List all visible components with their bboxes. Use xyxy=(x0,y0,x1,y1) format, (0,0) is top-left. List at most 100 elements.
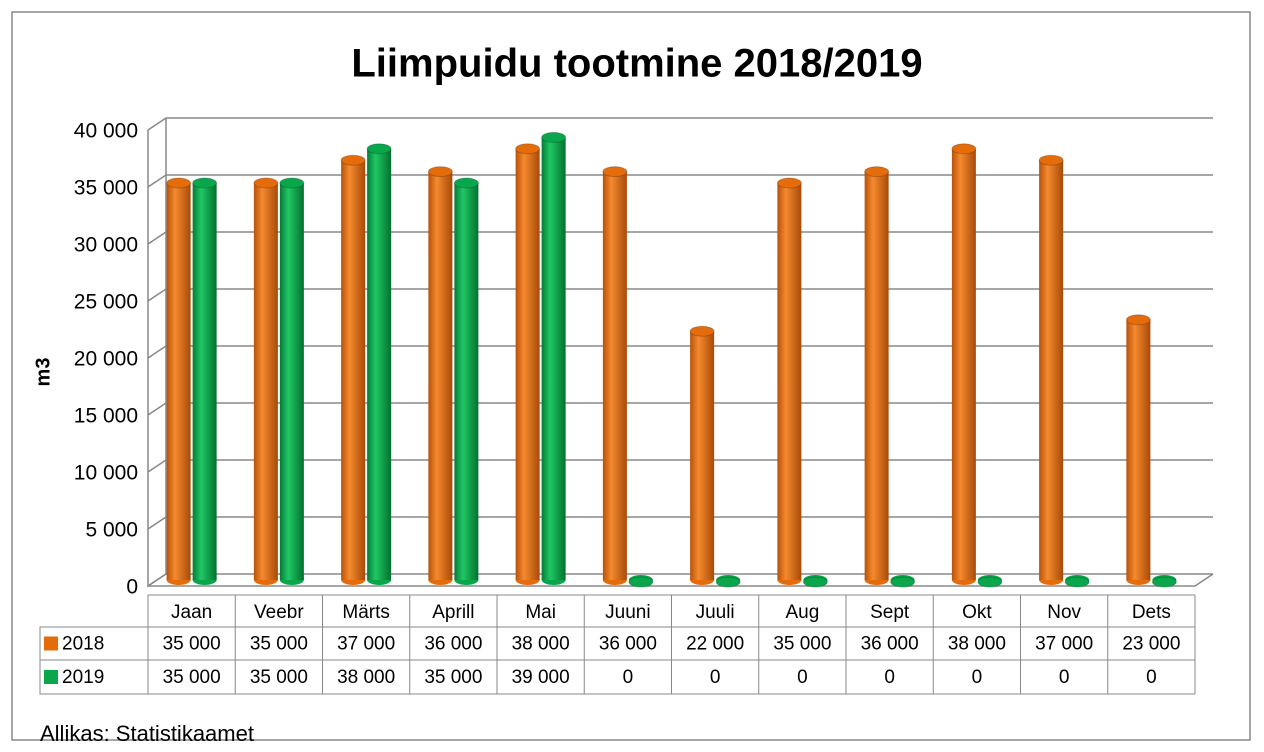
bar xyxy=(428,171,453,580)
y-tick-label: 30 000 xyxy=(74,234,138,257)
x-tick-label: Märts xyxy=(342,602,390,623)
bar xyxy=(1039,160,1064,580)
chart-title: Liimpuidu tootmine 2018/2019 xyxy=(351,42,922,86)
bar-top xyxy=(453,177,479,189)
grid-line xyxy=(147,117,1213,131)
bar-top xyxy=(628,576,654,588)
bar xyxy=(454,183,479,580)
table-value: 36 000 xyxy=(599,634,657,655)
table-value: 39 000 xyxy=(512,667,570,688)
bar xyxy=(367,148,392,581)
table-value: 0 xyxy=(710,667,721,688)
x-tick-label: Mai xyxy=(525,602,556,623)
table-value: 23 000 xyxy=(1122,634,1180,655)
bar-top xyxy=(1038,154,1064,166)
bar-top xyxy=(689,325,715,337)
table-value: 38 000 xyxy=(948,634,1006,655)
y-tick-label: 5 000 xyxy=(85,519,138,542)
y-tick-label: 35 000 xyxy=(74,177,138,200)
table-value: 35 000 xyxy=(250,667,308,688)
grid-line xyxy=(147,345,1213,359)
table-value: 0 xyxy=(1059,667,1070,688)
bar xyxy=(341,160,366,580)
bar-top xyxy=(715,576,741,588)
grid-line xyxy=(147,288,1213,302)
bar xyxy=(602,171,627,580)
bar-top xyxy=(1064,576,1090,588)
table-value: 35 000 xyxy=(163,634,221,655)
bar xyxy=(864,171,889,580)
bar-top xyxy=(515,143,541,155)
x-tick-label: Aprill xyxy=(432,602,474,623)
x-tick-label: Jaan xyxy=(171,602,212,623)
bar xyxy=(1126,319,1151,580)
bar-top xyxy=(279,177,305,189)
bar xyxy=(166,183,191,580)
grid-line xyxy=(147,402,1213,416)
legend-label: 2019 xyxy=(62,667,104,688)
table-value: 0 xyxy=(797,667,808,688)
bar-top xyxy=(802,576,828,588)
x-tick-label: Okt xyxy=(962,602,992,623)
table-value: 35 000 xyxy=(773,634,831,655)
legend-swatch xyxy=(44,670,58,684)
y-axis-title: m3 xyxy=(32,358,54,387)
bar-top xyxy=(977,576,1003,588)
grid-line xyxy=(147,516,1213,530)
x-tick-label: Juuni xyxy=(605,602,650,623)
bar-top xyxy=(166,177,192,189)
table-value: 35 000 xyxy=(424,667,482,688)
bar-top xyxy=(776,177,802,189)
bar-top xyxy=(1151,576,1177,588)
source: Allikas: Statistikaamet xyxy=(40,721,254,746)
grid-line xyxy=(147,231,1213,245)
table-value: 35 000 xyxy=(163,667,221,688)
bar-top xyxy=(192,177,218,189)
grid-line xyxy=(147,459,1213,473)
bar xyxy=(279,183,304,580)
bar xyxy=(541,137,566,580)
x-tick-label: Nov xyxy=(1047,602,1081,623)
bar xyxy=(515,148,540,581)
bar xyxy=(951,148,976,581)
bar-top xyxy=(1125,314,1151,326)
table-value: 37 000 xyxy=(337,634,395,655)
bar-top xyxy=(541,131,567,143)
table-value: 22 000 xyxy=(686,634,744,655)
table-value: 36 000 xyxy=(861,634,919,655)
legend-swatch xyxy=(44,636,58,651)
bar-top xyxy=(890,576,916,588)
table-value: 38 000 xyxy=(512,634,570,655)
y-tick-label: 40 000 xyxy=(74,120,138,143)
bar-top xyxy=(253,177,279,189)
table-value: 0 xyxy=(884,667,895,688)
y-tick-label: 0 xyxy=(126,576,138,599)
legend-label: 2018 xyxy=(62,634,104,655)
y-tick-label: 25 000 xyxy=(74,291,138,314)
bar-top xyxy=(366,143,392,155)
floor xyxy=(148,573,1214,587)
bar-top xyxy=(602,166,628,178)
x-tick-label: Aug xyxy=(785,602,819,623)
x-tick-label: Sept xyxy=(870,602,910,623)
x-tick-label: Juuli xyxy=(696,602,735,623)
grid-line xyxy=(147,573,1213,587)
table-value: 0 xyxy=(1146,667,1157,688)
bar-top xyxy=(340,154,366,166)
y-tick-label: 15 000 xyxy=(74,405,138,428)
table-value: 0 xyxy=(972,667,983,688)
bar xyxy=(690,331,715,580)
grid-line xyxy=(147,174,1213,188)
table-value: 36 000 xyxy=(424,634,482,655)
x-tick-label: Dets xyxy=(1132,602,1171,623)
bar-top xyxy=(951,143,977,155)
table-value: 0 xyxy=(623,667,634,688)
bar xyxy=(192,183,217,580)
table-value: 37 000 xyxy=(1035,634,1093,655)
table-value: 35 000 xyxy=(250,634,308,655)
x-tick-label: Veebr xyxy=(254,602,304,623)
bar-top xyxy=(427,166,453,178)
y-tick-label: 10 000 xyxy=(74,462,138,485)
bar-top xyxy=(864,166,890,178)
